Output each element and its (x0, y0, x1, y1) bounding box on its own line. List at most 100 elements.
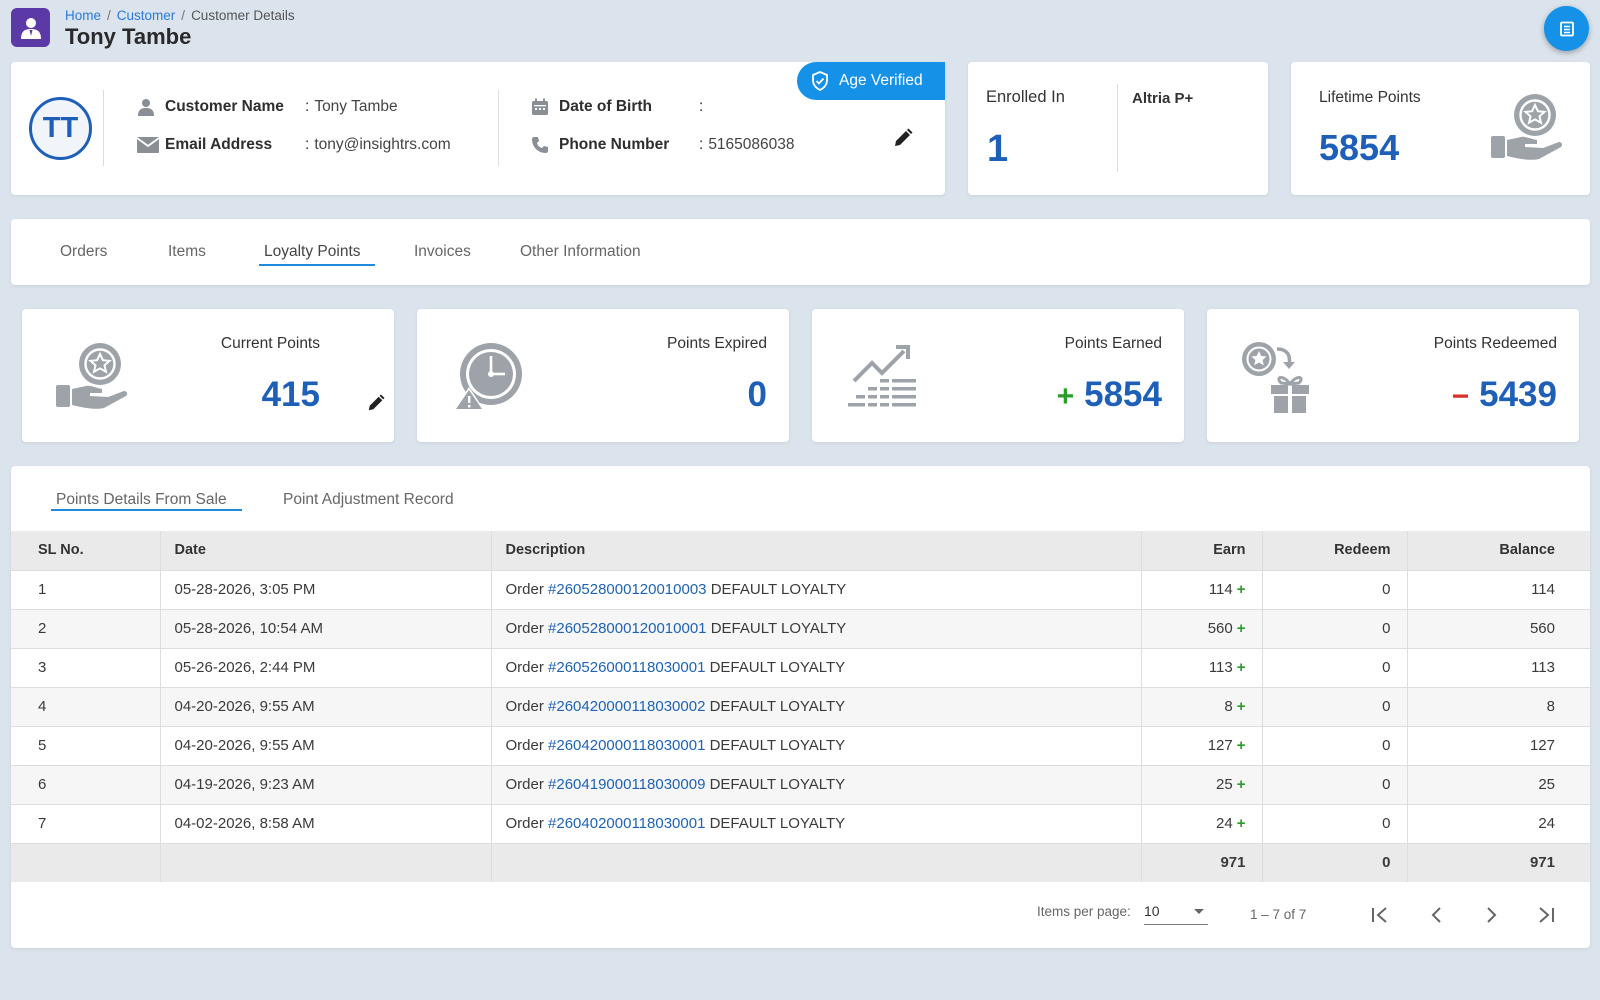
age-verified-label: Age Verified (839, 72, 923, 89)
customer-name-row: Customer Name : Tony Tambe (137, 98, 398, 116)
balance-cell: 560 (1529, 620, 1555, 637)
column-header-earn[interactable]: Earn (1141, 531, 1263, 570)
page-size-value: 10 (1144, 903, 1160, 919)
order-link[interactable]: #260420000118030002 (548, 698, 706, 715)
breadcrumb-separator: / (181, 8, 186, 23)
order-link[interactable]: #260420000118030001 (548, 737, 706, 754)
last-page-icon[interactable] (1535, 904, 1557, 926)
totals-empty-cell (11, 843, 161, 882)
plus-sign: + (1236, 737, 1246, 754)
points-earned-card: Points Earned +5854 (812, 309, 1184, 442)
column-header-balance[interactable]: Balance (1499, 542, 1555, 559)
description-suffix: DEFAULT LOYALTY (710, 620, 847, 637)
column-header-date[interactable]: Date (160, 531, 492, 570)
edit-customer-button[interactable] (893, 128, 913, 148)
earn-value: 24 (1216, 815, 1233, 832)
breadcrumb-home[interactable]: Home (65, 8, 102, 23)
description-cell: Order #260420000118030001 DEFAULT LOYALT… (491, 726, 1142, 765)
order-link[interactable]: #260528000120010001 (548, 620, 707, 637)
lifetime-points-value: 5854 (1319, 127, 1400, 168)
previous-page-icon[interactable] (1426, 904, 1448, 926)
phone-row: Phone Number : 5165086038 (531, 136, 795, 154)
description-cell: Order #260528000120010003 DEFAULT LOYALT… (491, 570, 1142, 609)
current-points-card: Current Points 415 (22, 309, 394, 442)
order-link[interactable]: #260528000120010003 (548, 581, 707, 598)
tab-point-adjustment-record[interactable]: Point Adjustment Record (283, 491, 454, 508)
current-points-label: Current Points (220, 335, 320, 352)
tab-points-details-from-sale[interactable]: Points Details From Sale (56, 491, 227, 508)
redeem-cell: 0 (1262, 570, 1408, 609)
earn-cell: 113 + (1141, 648, 1263, 687)
customer-name-label: Customer Name (165, 98, 284, 115)
redeem-cell: 0 (1262, 609, 1408, 648)
phone-icon (531, 136, 559, 154)
first-page-icon[interactable] (1369, 904, 1391, 926)
description-suffix: DEFAULT LOYALTY (710, 581, 847, 598)
growth-chart-icon (848, 345, 916, 407)
breadcrumb-customer[interactable]: Customer (116, 8, 176, 23)
customer-info-card: TT Customer Name : Tony Tambe Email Addr… (11, 62, 945, 195)
balance-cell: 24 (1538, 815, 1555, 832)
column-header-sl-no[interactable]: SL No. (11, 531, 161, 570)
tab-other-information[interactable]: Other Information (520, 243, 641, 260)
person-icon (20, 17, 41, 39)
totals-empty-cell (160, 843, 492, 882)
enrolled-program: Altria P+ (1132, 90, 1194, 107)
edit-current-points-button[interactable] (367, 394, 385, 412)
tab-items[interactable]: Items (168, 243, 206, 260)
colon: : (305, 136, 310, 153)
phone-value: 5165086038 (708, 136, 795, 153)
document-icon (1559, 21, 1574, 36)
order-link[interactable]: #260419000118030009 (548, 776, 706, 793)
date-cell: 04-02-2026, 8:58 AM (160, 804, 492, 843)
points-expired-card: Points Expired 0 (417, 309, 789, 442)
earn-cell: 8 + (1141, 687, 1263, 726)
description-prefix: Order (505, 581, 544, 598)
date-cell: 05-28-2026, 10:54 AM (160, 609, 492, 648)
redeem-cell: 0 (1262, 726, 1408, 765)
points-earned-value: 5854 (1084, 375, 1162, 414)
page-title: Tony Tambe (65, 24, 192, 49)
items-per-page-label: Items per page: (1037, 904, 1131, 919)
tab-invoices[interactable]: Invoices (414, 243, 471, 260)
tab-loyalty-points[interactable]: Loyalty Points (264, 243, 361, 260)
app-logo[interactable] (11, 8, 50, 47)
mail-icon (137, 137, 165, 153)
description-prefix: Order (505, 737, 544, 754)
redeem-cell: 0 (1262, 648, 1408, 687)
main-tabs: Orders Items Loyalty Points Invoices Oth… (11, 219, 1590, 285)
sl-no-cell: 4 (11, 687, 161, 726)
description-prefix: Order (505, 815, 544, 832)
pencil-icon (895, 128, 913, 146)
enrolled-count: 1 (987, 128, 1009, 170)
age-verified-badge: Age Verified (797, 62, 945, 100)
table-row: 5 04-20-2026, 9:55 AM Order #2604200001180… (11, 726, 1590, 765)
table-row: 6 04-19-2026, 9:23 AM Order #2604190001180… (11, 765, 1590, 804)
order-link[interactable]: #260526000118030001 (548, 659, 706, 676)
table-row: 7 04-02-2026, 8:58 AM Order #2604020001180… (11, 804, 1590, 843)
description-cell: Order #260419000118030009 DEFAULT LOYALT… (491, 765, 1142, 804)
order-link[interactable]: #260402000118030001 (548, 815, 706, 832)
description-suffix: DEFAULT LOYALTY (709, 776, 846, 793)
column-header-description[interactable]: Description (491, 531, 1142, 570)
tab-orders[interactable]: Orders (60, 243, 108, 260)
person-icon (137, 98, 165, 116)
calendar-icon (531, 98, 559, 116)
sl-no-cell: 5 (11, 726, 161, 765)
total-redeem: 0 (1262, 843, 1408, 882)
document-button[interactable] (1544, 6, 1589, 51)
table-row: 2 05-28-2026, 10:54 AM Order #260528000120… (11, 609, 1590, 648)
shield-check-icon (812, 71, 828, 91)
column-header-redeem[interactable]: Redeem (1262, 531, 1408, 570)
balance-cell: 114 (1531, 581, 1555, 598)
pencil-icon (368, 394, 385, 411)
redeem-cell: 0 (1262, 804, 1408, 843)
email-label: Email Address (165, 136, 273, 153)
earn-value: 114 (1208, 581, 1233, 598)
earn-cell: 127 + (1141, 726, 1263, 765)
page-size-select[interactable]: 10 (1144, 897, 1208, 925)
points-earned-label: Points Earned (1064, 335, 1162, 352)
next-page-icon[interactable] (1480, 904, 1502, 926)
divider (1117, 84, 1118, 172)
active-subtab-indicator (51, 509, 242, 511)
